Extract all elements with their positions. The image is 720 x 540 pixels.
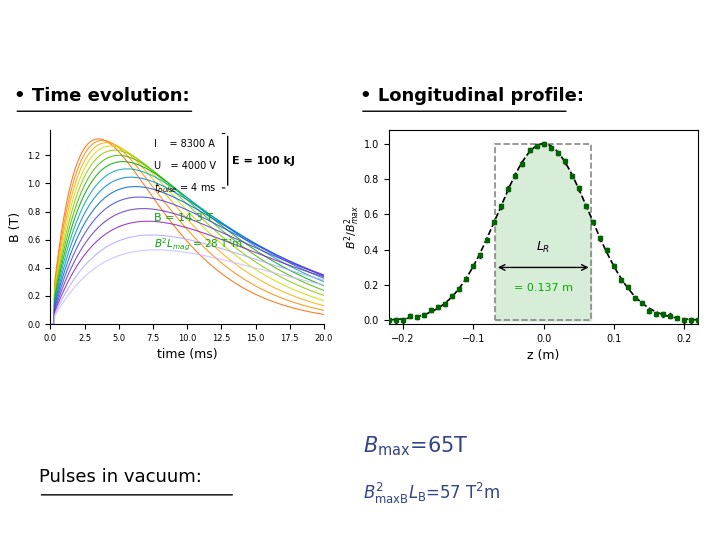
Text: E = 100 kJ: E = 100 kJ [233,156,295,166]
Y-axis label: $B^2/B^2_{max}$: $B^2/B^2_{max}$ [343,205,362,249]
Y-axis label: B (T): B (T) [9,212,22,242]
Text: $t_{pulse}$ = 4 ms: $t_{pulse}$ = 4 ms [154,182,217,197]
Text: • Longitudinal profile:: • Longitudinal profile: [360,87,584,105]
Text: $L_R$: $L_R$ [536,240,550,255]
Text: = 0.137 m: = 0.137 m [514,284,572,293]
X-axis label: time (ms): time (ms) [157,348,217,361]
X-axis label: z (m): z (m) [528,349,559,362]
Text: B = 14.3 T: B = 14.3 T [154,213,213,223]
Text: $\mathit{B}^2_{\rm maxB}L_{\rm B}$=57 T$^2$m: $\mathit{B}^2_{\rm maxB}L_{\rm B}$=57 T$… [363,481,500,506]
Text: Pulses in vacuum:: Pulses in vacuum: [39,468,202,487]
Text: $B^2L_{mag}$ = 28 T²m: $B^2L_{mag}$ = 28 T²m [154,237,243,253]
Text: U   = 4000 V: U = 4000 V [154,161,217,171]
Bar [495,144,591,320]
Text: • Time evolution:: • Time evolution: [14,87,190,105]
Text: Pulsed transverse magnetic field: Pulsed transverse magnetic field [64,24,656,57]
Text: I    = 8300 A: I = 8300 A [154,139,215,150]
Text: $\mathit{B}_{\rm max}$=65T: $\mathit{B}_{\rm max}$=65T [363,434,469,458]
